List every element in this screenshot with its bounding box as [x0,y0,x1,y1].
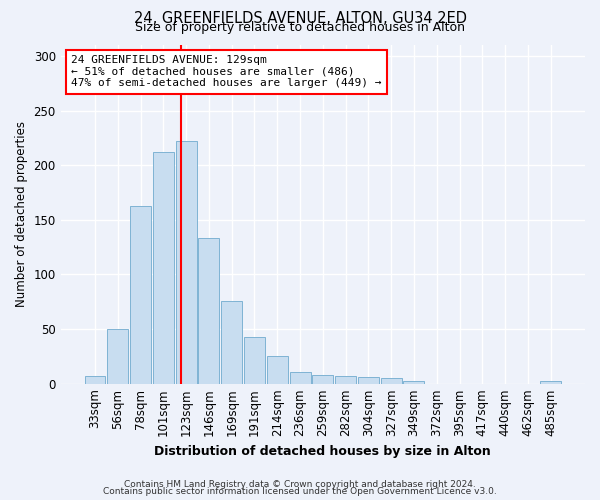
Bar [313,375,334,384]
Bar [199,238,220,384]
Text: 24, GREENFIELDS AVENUE, ALTON, GU34 2ED: 24, GREENFIELDS AVENUE, ALTON, GU34 2ED [133,11,467,26]
Text: 24 GREENFIELDS AVENUE: 129sqm
← 51% of detached houses are smaller (486)
47% of : 24 GREENFIELDS AVENUE: 129sqm ← 51% of d… [71,55,382,88]
Bar [290,372,311,384]
Bar [381,378,401,384]
X-axis label: Distribution of detached houses by size in Alton: Distribution of detached houses by size … [154,444,491,458]
Bar [130,206,151,384]
Text: Size of property relative to detached houses in Alton: Size of property relative to detached ho… [135,22,465,35]
Bar [176,141,197,384]
Bar [267,356,288,384]
Text: Contains HM Land Registry data © Crown copyright and database right 2024.: Contains HM Land Registry data © Crown c… [124,480,476,489]
Bar [403,382,424,384]
Bar [335,376,356,384]
Bar [107,329,128,384]
Y-axis label: Number of detached properties: Number of detached properties [15,122,28,308]
Bar [153,152,174,384]
Bar [85,376,106,384]
Bar [221,300,242,384]
Text: Contains public sector information licensed under the Open Government Licence v3: Contains public sector information licen… [103,488,497,496]
Bar [358,377,379,384]
Bar [244,336,265,384]
Bar [540,382,561,384]
